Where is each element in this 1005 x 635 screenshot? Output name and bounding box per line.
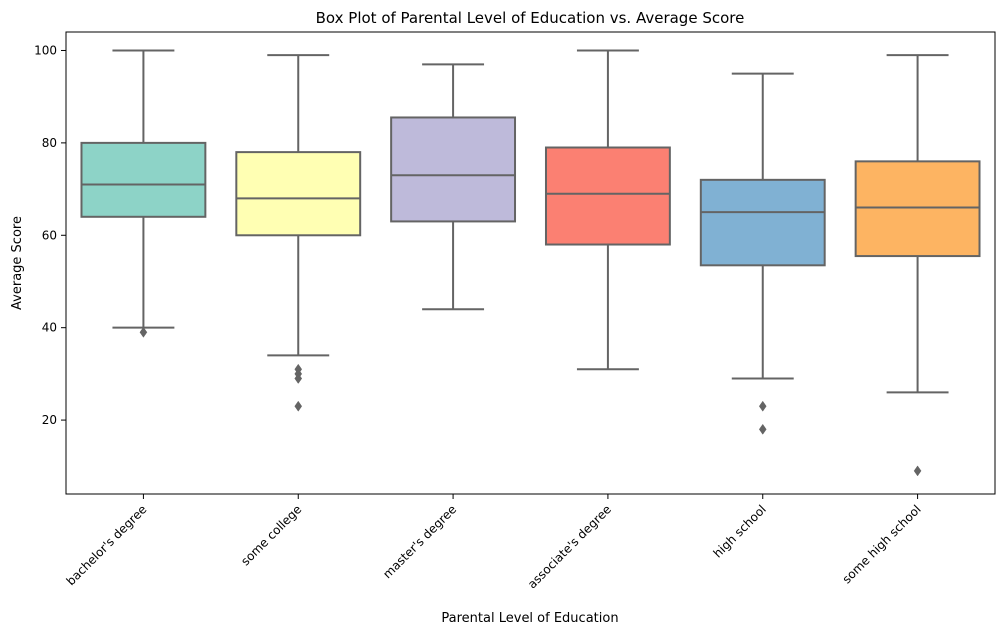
x-tick-label: bachelor's degree (64, 502, 150, 588)
box-group (80, 49, 207, 338)
y-tick-label: 20 (42, 413, 57, 427)
box-group (854, 54, 981, 477)
x-axis-label: Parental Level of Education (441, 611, 618, 626)
x-axis: bachelor's degree some college master's de… (64, 494, 924, 591)
y-tick-label: 40 (42, 321, 57, 335)
box-iqr (699, 178, 826, 267)
box-group (544, 49, 671, 371)
y-tick-label: 80 (42, 136, 57, 150)
box-iqr (235, 151, 362, 237)
box-iqr (390, 116, 517, 223)
box-group (235, 54, 362, 412)
chart-title: Box Plot of Parental Level of Education … (316, 9, 745, 27)
x-tick-label: master's degree (380, 502, 459, 581)
outlier-point (294, 373, 303, 384)
y-tick-label: 60 (42, 228, 57, 242)
boxes-layer (80, 49, 981, 477)
x-tick-label: high school (711, 502, 769, 560)
outlier-point (758, 423, 767, 435)
box-iqr (80, 141, 207, 218)
outlier-point (294, 400, 303, 412)
outlier-point (913, 465, 922, 477)
y-axis: 20 40 60 80 100 (34, 43, 66, 427)
outlier-point (139, 326, 148, 338)
y-axis-label: Average Score (10, 216, 25, 310)
x-tick-label: associate's degree (525, 502, 614, 591)
box-group (390, 63, 517, 311)
x-tick-label: some college (238, 502, 304, 568)
box-group (699, 72, 826, 435)
box-iqr (854, 160, 981, 258)
y-tick-label: 100 (34, 43, 57, 57)
x-tick-label: some high school (840, 502, 924, 586)
outlier-point (758, 400, 767, 412)
box-iqr (544, 146, 671, 246)
plot-frame (65, 31, 996, 495)
